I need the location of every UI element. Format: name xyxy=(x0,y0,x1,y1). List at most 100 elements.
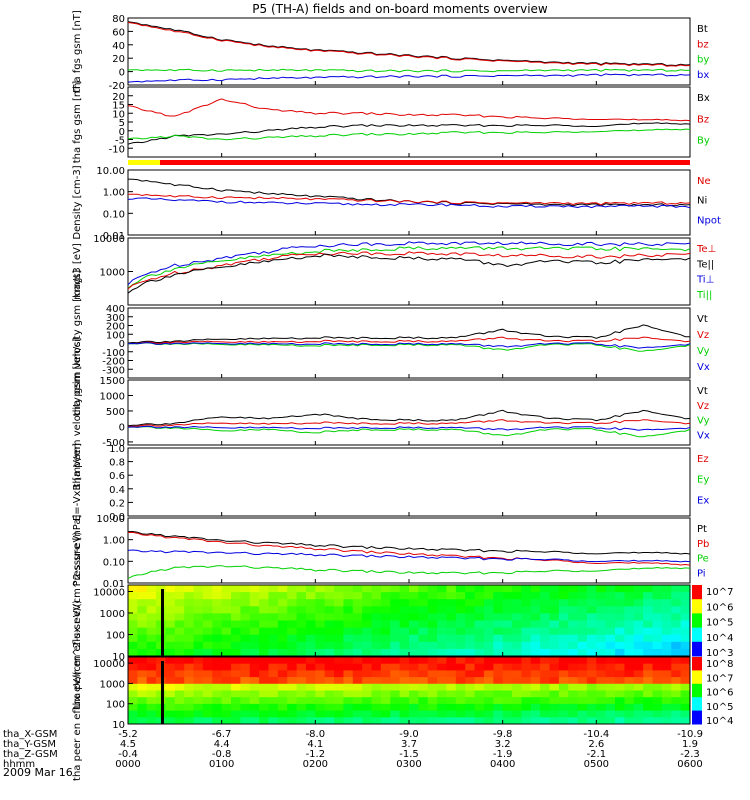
spectrogram-cell xyxy=(296,585,307,593)
spectrogram-cell xyxy=(652,599,663,607)
spectrogram-cell xyxy=(390,677,401,685)
spectrogram-cell xyxy=(615,710,625,718)
spectrogram-cell xyxy=(221,717,232,725)
spectrogram-cell xyxy=(343,592,354,600)
spectrogram-cell xyxy=(334,613,344,621)
spectrogram-cell xyxy=(146,641,157,650)
spectrogram-cell xyxy=(455,634,466,643)
spectrogram-cell xyxy=(315,627,326,636)
spectrogram-cell xyxy=(137,697,148,705)
spectrogram-cell xyxy=(643,599,654,607)
spectrogram-cell xyxy=(633,683,644,691)
spectrogram-cell xyxy=(652,677,663,685)
spectrogram-cell xyxy=(446,592,457,600)
quality-flag-bar-yellow xyxy=(128,160,160,165)
spectrogram-cell xyxy=(184,599,195,607)
spectrogram-cell xyxy=(680,627,691,636)
spectrogram-cell xyxy=(605,641,616,650)
spectrogram-cell xyxy=(530,641,541,650)
y-tick-label: 10000 xyxy=(93,659,125,670)
spectrogram-cell xyxy=(643,585,654,593)
spectrogram-cell xyxy=(409,634,419,643)
y-tick-label: 15 xyxy=(112,101,125,112)
spectrogram-cell xyxy=(259,641,269,650)
spectrogram-cell xyxy=(474,585,485,593)
spectrogram-cell xyxy=(165,613,176,621)
spectrogram-cell xyxy=(437,703,447,712)
spectrogram-cell xyxy=(671,606,682,614)
spectrogram-cell xyxy=(259,657,269,665)
spectrogram-cell xyxy=(455,670,466,678)
spectrogram-cell xyxy=(502,613,513,621)
spectrogram-cell xyxy=(502,703,513,712)
spectrogram-cell xyxy=(596,606,607,614)
spectrogram-cell xyxy=(455,677,466,685)
spectrogram-cell xyxy=(174,677,185,685)
spectrogram-cell xyxy=(540,657,550,665)
spectrogram-cell xyxy=(540,670,550,678)
spectrogram-cell xyxy=(633,657,644,665)
spectrogram-cell xyxy=(184,641,195,650)
series-Pt xyxy=(127,530,691,555)
spectrogram-cell xyxy=(446,599,457,607)
spectrogram-cell xyxy=(680,703,691,712)
spectrogram-cell xyxy=(305,620,316,629)
spectrogram-cell xyxy=(643,677,654,685)
spectrogram-cell xyxy=(493,670,504,678)
spectrogram-cell xyxy=(624,677,635,685)
spectrogram-cell xyxy=(165,657,176,665)
spectrogram-cell xyxy=(296,606,307,614)
spectrogram-cell xyxy=(418,585,429,593)
spectrogram-cell xyxy=(277,717,288,725)
spectrogram-cell xyxy=(174,690,185,698)
y-tick-label: 1.00 xyxy=(103,188,125,199)
spectrogram-cell xyxy=(390,663,401,671)
spectrogram-cell xyxy=(146,683,157,691)
spectrogram-cell xyxy=(540,627,550,636)
spectrogram-cell xyxy=(174,620,185,629)
spectrogram-cell xyxy=(231,690,241,698)
spectrogram-cell xyxy=(512,663,522,671)
legend-by: by xyxy=(697,55,709,66)
spectrogram-cell xyxy=(437,627,447,636)
spectrogram-cell xyxy=(540,634,550,643)
spectrogram-cell xyxy=(193,599,204,607)
y-tick-label: 0 xyxy=(119,339,125,350)
spectrogram-cell xyxy=(455,703,466,712)
spectrogram-cell xyxy=(399,670,410,678)
spectrogram-cell xyxy=(671,697,682,705)
spectrogram-cell xyxy=(465,627,476,636)
spectrogram-cell xyxy=(343,641,354,650)
spectrogram-cell xyxy=(596,592,607,600)
spectrogram-cell xyxy=(128,703,138,712)
spectrogram-cell xyxy=(409,620,419,629)
spectrogram-cell xyxy=(671,627,682,636)
spectrogram-cell xyxy=(671,670,682,678)
spectrogram-cell xyxy=(259,585,269,593)
spectrogram-cell xyxy=(390,599,401,607)
spectrogram-cell xyxy=(174,657,185,665)
spectrogram-cell xyxy=(399,683,410,691)
spectrogram-cell xyxy=(493,710,504,718)
spectrogram-cell xyxy=(174,670,185,678)
spectrogram-cell xyxy=(193,620,204,629)
spectrogram-cell xyxy=(399,599,410,607)
colorbar-label: 10^3 xyxy=(706,648,733,659)
spectrogram-cell xyxy=(174,627,185,636)
spectrogram-cell xyxy=(146,670,157,678)
spectrogram-cell xyxy=(240,677,251,685)
time-axis-value: -1.2 xyxy=(306,749,326,760)
series-Ti|| xyxy=(127,246,691,289)
spectrogram-cell xyxy=(390,620,401,629)
spectrogram-cell xyxy=(530,717,541,725)
colorbar-segment xyxy=(692,710,702,725)
spectrogram-cell xyxy=(334,670,344,678)
spectrogram-cell xyxy=(568,670,579,678)
spectrogram-cell xyxy=(586,592,597,600)
spectrogram-cell xyxy=(240,683,251,691)
time-axis-value: -2.3 xyxy=(680,749,700,760)
spectrogram-cell xyxy=(558,592,569,600)
spectrogram-cell xyxy=(371,585,382,593)
legend-Ne: Ne xyxy=(697,176,711,187)
